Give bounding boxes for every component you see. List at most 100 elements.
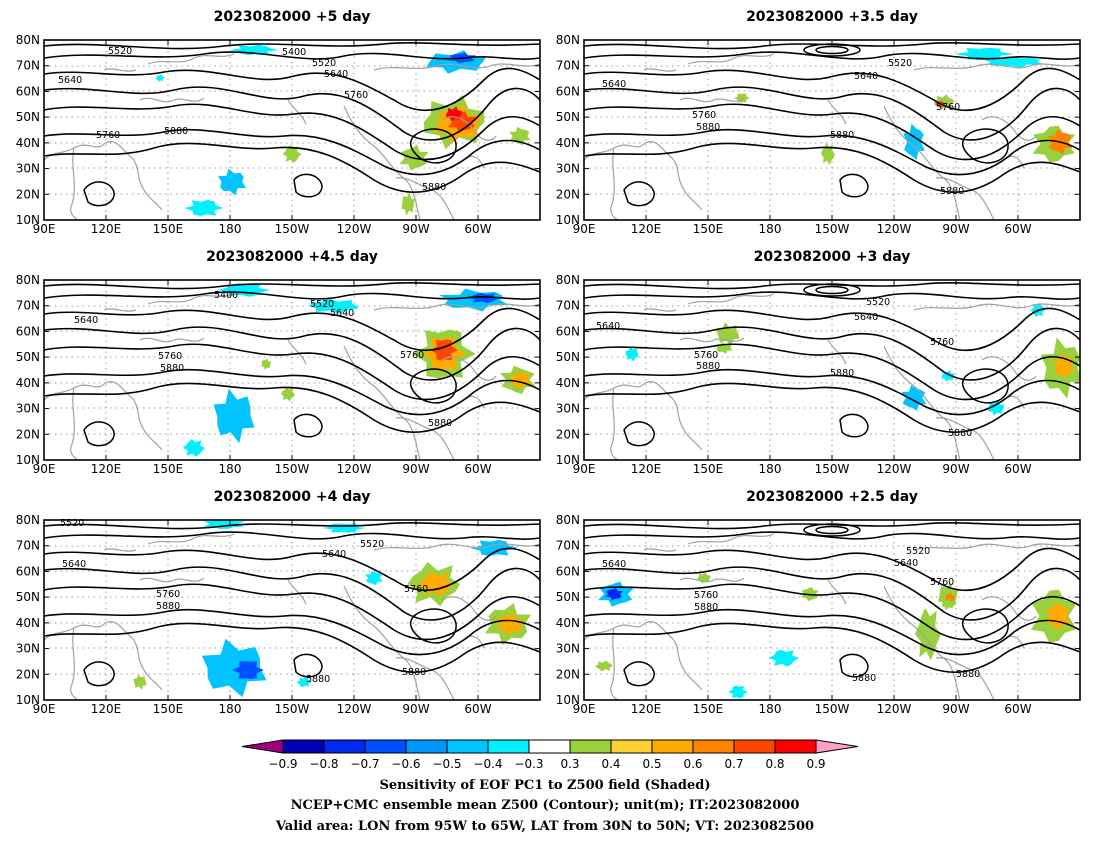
z500-closed-contour [961,128,1009,164]
lat-tick-label: 20N [556,187,580,201]
lon-tick-label: 180 [759,462,782,476]
sensitivity-shading [1053,352,1075,380]
sensitivity-shading [213,388,255,444]
lat-tick-label: 60N [556,324,580,338]
coastline [343,345,421,460]
z500-closed-contour [83,181,115,207]
z500-contour [584,566,1080,621]
lon-tick-label: 90E [33,462,56,476]
z500-closed-contour [961,368,1009,404]
lat-tick-label: 80N [556,513,580,527]
contour-label: 5760 [936,102,960,113]
colorbar-label: 0.6 [683,757,702,771]
colorbar-swatches [241,739,859,754]
lat-tick-label: 70N [556,299,580,313]
lon-tick-label: 90E [573,222,596,236]
lon-tick-label: 150W [815,222,850,236]
panel-title: 2023082000 +3.5 day [746,9,918,25]
lat-tick-label: 80N [556,33,580,47]
lat-tick-label: 30N [556,162,580,176]
z500-closed-contour [293,413,323,438]
z500-contour [44,343,540,401]
contour-labels: 5520 5640 5640 5760 5760 5880 5880 5880 [602,546,980,684]
colorbar-label: 0.3 [560,757,579,771]
colorbar-label: 0.4 [601,757,620,771]
contour-label: 5760 [692,110,716,121]
coastline [981,596,1037,621]
coastline [643,68,677,72]
z500-contour [44,608,540,656]
contour-label: 5400 [214,290,238,301]
coastline [373,63,540,71]
map-panel-2: 2023082000 +3.5 day 5520 5640 5640 5760 … [556,9,1081,236]
z500-closed-contour [839,173,869,198]
colorbar-swatch [282,739,325,754]
sensitivity-shading [728,685,748,699]
sensitivity-shading [734,93,750,103]
contour-label: 5880 [694,602,718,613]
colorbar-label: −0.9 [268,757,297,771]
coastline [687,293,775,305]
coastline [103,548,137,552]
contour-label: 5760 [694,590,718,601]
lon-tick-label: 60W [1004,702,1031,716]
lat-tick-label: 30N [16,162,40,176]
lat-tick-label: 10N [16,453,40,467]
z500-low-center [815,525,849,535]
coastline [373,543,540,551]
coastline [643,308,677,312]
colorbar-labels: −0.9 −0.8 −0.7 −0.6 −0.5 −0.4 −0.3 0.3 0… [268,757,825,771]
colorbar-label: 0.5 [642,757,661,771]
z500-contour [44,368,540,416]
sensitivity-shading [182,439,205,457]
lat-tick-label: 10N [16,213,40,227]
sensitivity-shading [768,649,800,667]
lon-tick-label: 120E [91,702,122,716]
z500-contour [44,42,540,50]
contour-label: 5760 [158,351,182,362]
colorbar-swatch [692,739,735,754]
lat-tick-label: 40N [556,616,580,630]
contour-label: 5880 [422,182,446,193]
map-panel-6: 2023082000 +2.5 day 5520 5640 5640 5760 … [556,489,1081,716]
lon-tick-label: 150W [275,702,310,716]
contour-label: 5640 [596,321,620,332]
z500-contour [584,531,1080,540]
sensitivity-shading [184,199,224,216]
contour-labels: 5400 5520 5640 5640 5760 5760 5880 5880 [74,290,452,429]
z500-contour [584,608,1080,656]
map-body [584,40,1080,220]
coastline [643,548,677,552]
z500-contour [44,51,540,60]
coastline [610,387,619,460]
contour-label: 5640 [62,559,86,570]
lon-tick-label: 120W [337,702,372,716]
contour-label: 5640 [854,71,878,82]
z500-contour [584,291,1080,300]
z500-contour [44,291,540,300]
coastline [44,621,163,691]
coastline [883,105,961,220]
lat-tick-label: 80N [556,273,580,287]
z500-closed-contour [409,128,457,164]
map-body [44,40,540,220]
contour-label: 5760 [400,350,424,361]
coastline [584,381,703,451]
contour-label: 5640 [894,558,918,569]
z500-low-center [815,285,849,295]
z500-contour [44,522,540,530]
colorbar-triangle-high [815,739,859,754]
sensitivity-shading [296,676,312,688]
lon-tick-label: 120W [337,222,372,236]
sensitivity-shading [218,168,247,196]
lon-tick-label: 150E [693,462,724,476]
colorbar-label: 0.7 [724,757,743,771]
z500-contour [44,86,540,141]
lon-tick-label: 180 [759,702,782,716]
z500-contour [584,282,1080,290]
sensitivity-shading [467,292,501,304]
sensitivity-shading [509,370,531,390]
contour-label: 5880 [940,186,964,197]
lat-tick-label: 20N [16,667,40,681]
